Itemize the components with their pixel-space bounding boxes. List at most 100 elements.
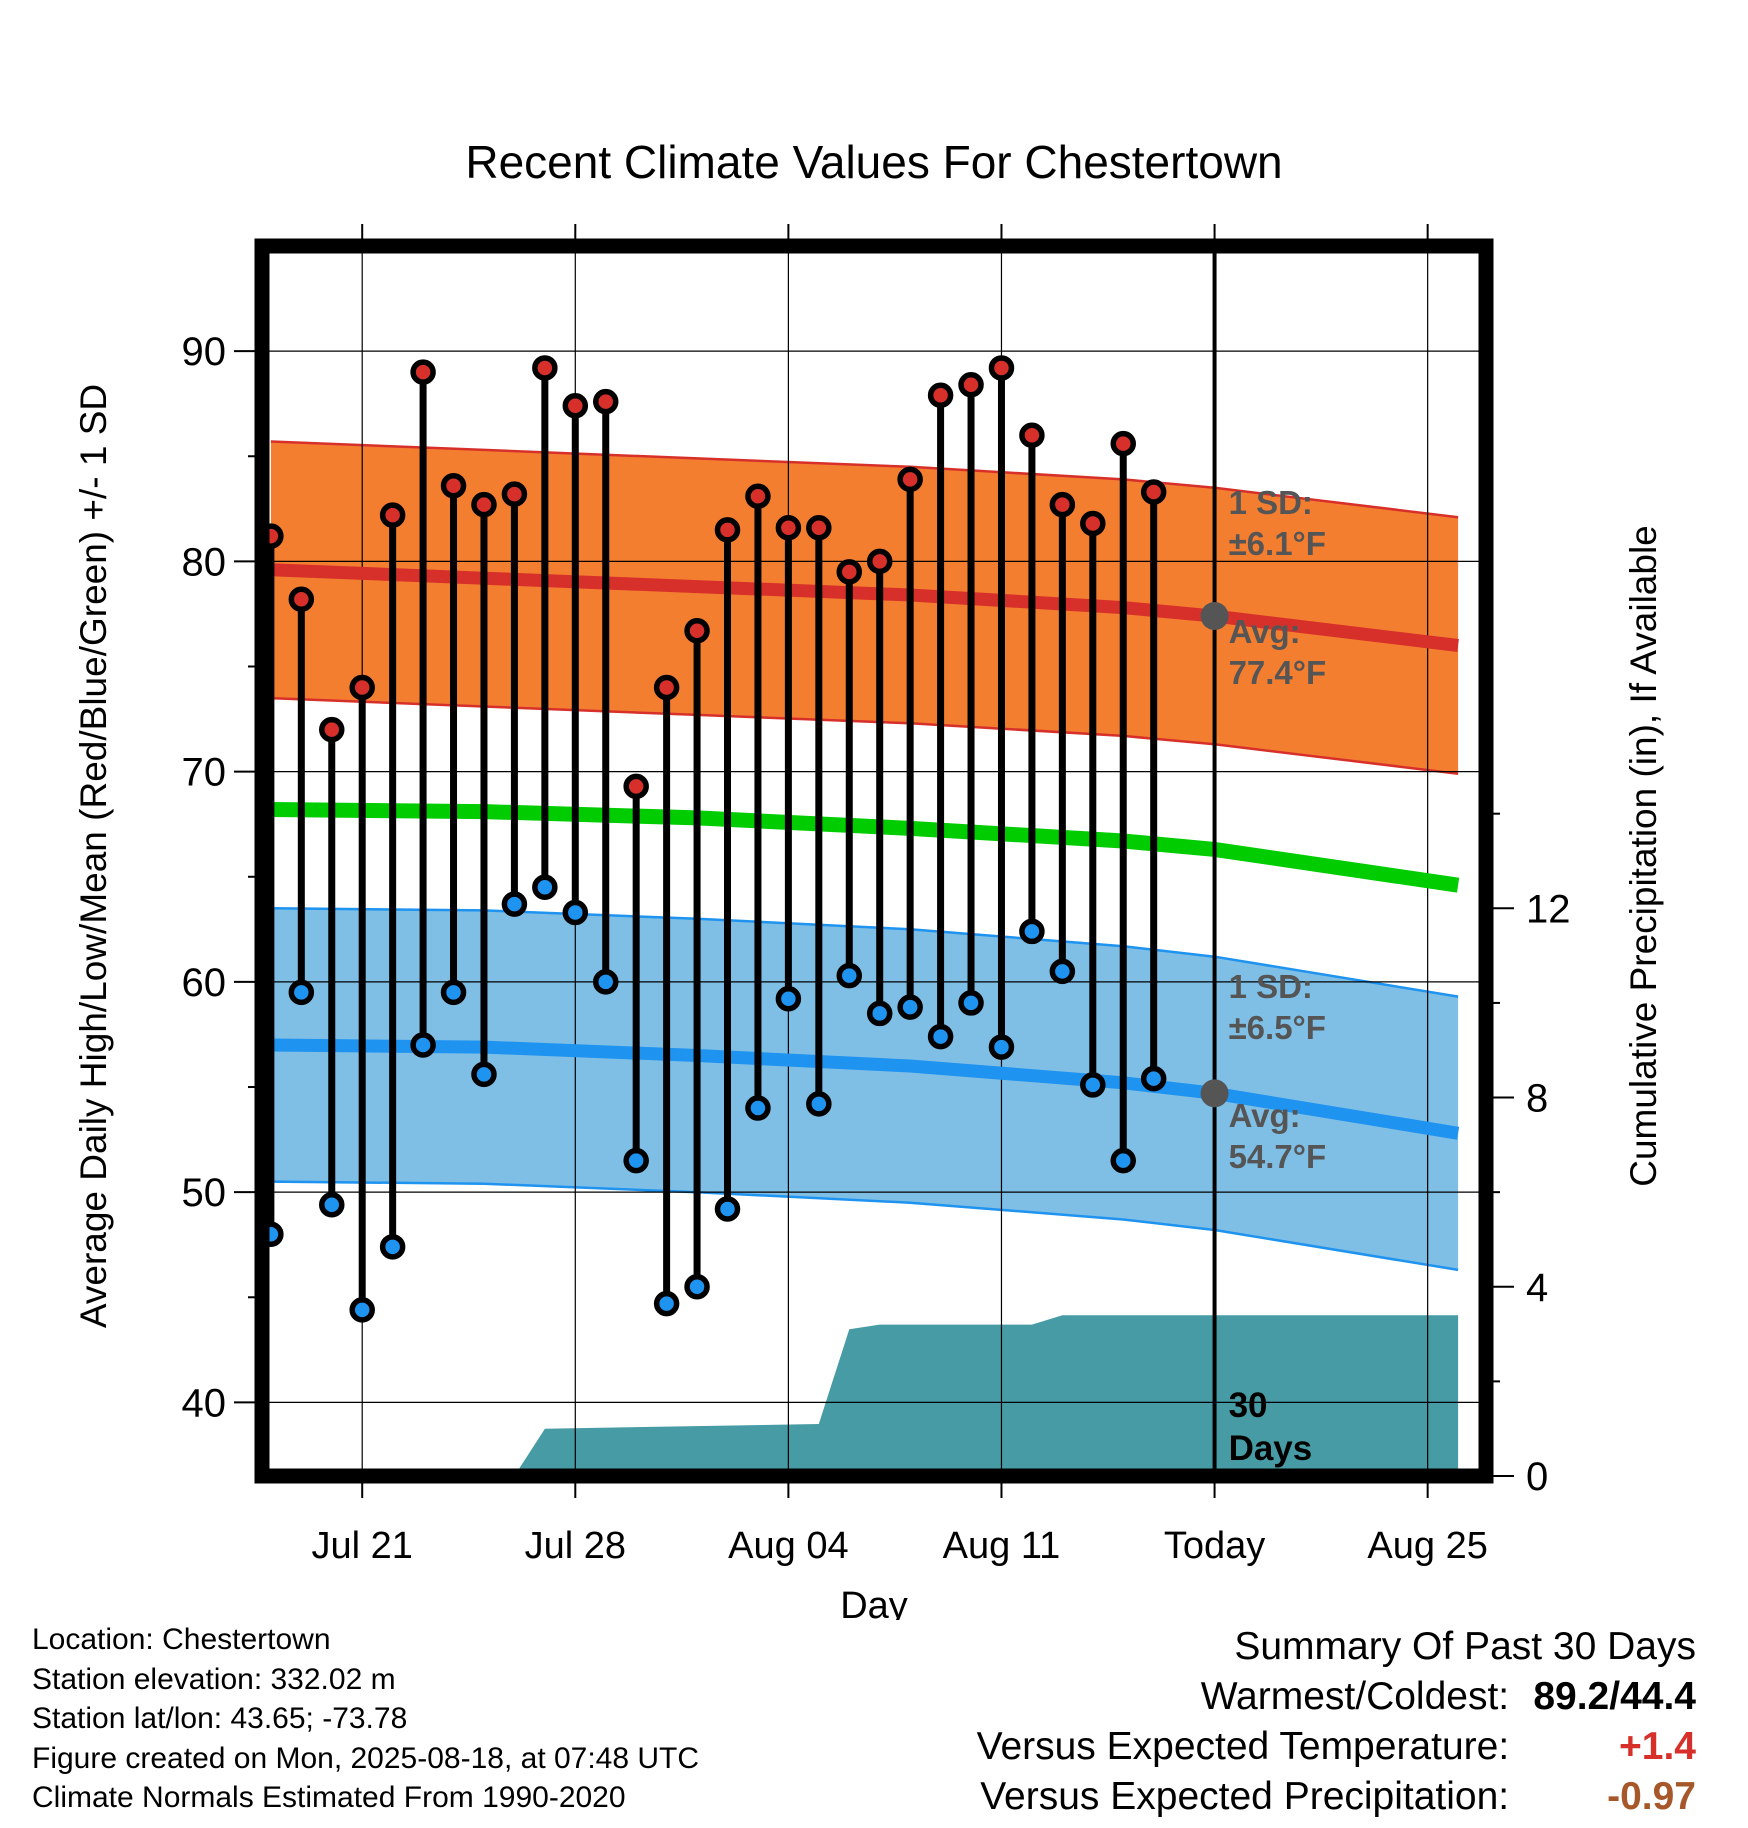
daily-high-point <box>1049 491 1076 518</box>
created-text: Figure created on Mon, 2025-08-18, at 07… <box>32 1741 700 1775</box>
daily-low-point <box>775 985 802 1012</box>
daily-high-point <box>927 382 954 409</box>
elevation-text: Station elevation: 332.02 m <box>32 1662 396 1696</box>
daily-high-point <box>866 548 893 575</box>
daily-low-point <box>653 1290 680 1317</box>
y2-tick-label: 4 <box>1526 1266 1548 1310</box>
daily-high-point <box>1080 510 1106 537</box>
normals-text: Climate Normals Estimated From 1990-2020 <box>32 1781 626 1814</box>
days-count-number: 30 <box>1229 1386 1268 1425</box>
daily-high-point <box>836 559 863 585</box>
daily-high-point <box>684 618 710 644</box>
temp-departure-row: Versus Expected Temperature: +1.4 <box>977 1722 1696 1772</box>
summary-panel: Summary Of Past 30 Days Warmest/Coldest:… <box>977 1622 1696 1822</box>
plot-frame <box>254 238 1494 1484</box>
high-sd-value: ±6.1°F <box>1229 525 1326 562</box>
normal-low-sd-band <box>270 908 1459 1270</box>
daily-high-point <box>775 514 802 541</box>
latlon-text: Station lat/lon: 43.65; -73.78 <box>32 1702 408 1735</box>
daily-high-point <box>714 517 741 543</box>
location-text: Location: Chestertown <box>32 1623 331 1656</box>
y-tick-label: 50 <box>182 1171 227 1215</box>
high-sd-label: 1 SD: <box>1229 484 1313 521</box>
x-tick-label: Today <box>1164 1525 1265 1567</box>
daily-high-point <box>745 483 771 509</box>
y-axis-title: Average Daily High/Low/Mean (Red/Blue/Gr… <box>73 384 114 1328</box>
daily-low-point <box>501 891 528 917</box>
high-avg-value: 77.4°F <box>1229 654 1327 691</box>
daily-high-point <box>319 716 345 743</box>
low-avg-value: 54.7°F <box>1229 1138 1327 1175</box>
high-avg-label: Avg: <box>1229 613 1301 650</box>
low-sd-value: ±6.5°F <box>1229 1009 1326 1046</box>
daily-low-point <box>471 1061 497 1088</box>
daily-high-point <box>1140 479 1167 505</box>
temp-departure-value: +1.4 <box>1619 1725 1696 1768</box>
daily-high-point <box>1174 0 1194 10</box>
daily-low-point <box>1174 0 1194 10</box>
low-sd-label: 1 SD: <box>1229 968 1313 1005</box>
warmest-coldest-label: Warmest/Coldest: <box>1200 1675 1510 1718</box>
daily-low-point <box>532 874 558 901</box>
x-tick-label: Jul 28 <box>525 1525 626 1567</box>
y-tick-label: 70 <box>182 751 227 795</box>
summary-title: Summary Of Past 30 Days <box>1234 1625 1696 1668</box>
daily-low-point <box>714 1196 741 1222</box>
y-tick-label: 40 <box>182 1381 227 1425</box>
daily-low-point <box>684 1274 710 1300</box>
warmest-coldest-value: 89.2/44.4 <box>1533 1675 1696 1718</box>
daily-low-point <box>349 1297 375 1323</box>
daily-high-point <box>349 674 375 701</box>
daily-high-point <box>410 359 436 385</box>
daily-low-point <box>1140 1065 1167 1092</box>
daily-low-point <box>806 1091 832 1117</box>
daily-low-point <box>1110 1147 1136 1174</box>
chart-title: Recent Climate Values For Chestertown <box>465 136 1282 188</box>
precip-departure-row: Versus Expected Precipitation: -0.97 <box>977 1772 1696 1822</box>
y-tick-label: 80 <box>182 540 227 584</box>
x-tick-label: Jul 21 <box>311 1525 412 1567</box>
daily-high-point <box>1110 430 1136 457</box>
y2-axis-title: Cumulative Precipitation (in), If Availa… <box>1623 525 1664 1187</box>
daily-low-point <box>1049 958 1076 985</box>
daily-low-point <box>897 994 923 1020</box>
x-axis-title: Day <box>840 1585 908 1620</box>
daily-high-point <box>562 393 589 419</box>
daily-low-point <box>379 1234 406 1260</box>
daily-low-point <box>745 1095 771 1121</box>
daily-high-point <box>988 355 1015 381</box>
daily-high-point <box>592 388 619 415</box>
daily-low-point <box>623 1147 649 1174</box>
daily-low-point <box>288 979 315 1006</box>
normal-mean-line <box>270 802 1460 893</box>
x-tick-label: Aug 11 <box>943 1525 1061 1567</box>
y2-tick-label: 12 <box>1526 887 1571 931</box>
daily-high-point <box>1019 422 1045 448</box>
y-tick-label: 60 <box>182 961 227 1005</box>
daily-low-point <box>410 1032 436 1058</box>
daily-low-point <box>988 1034 1015 1060</box>
today-normal-low-marker <box>1200 1079 1229 1108</box>
today-normal-high-marker <box>1200 602 1229 631</box>
daily-low-point <box>866 1000 893 1027</box>
normal-high-sd-band <box>270 441 1459 774</box>
daily-high-point <box>501 481 528 507</box>
daily-high-point <box>653 674 680 701</box>
precip-departure-label: Versus Expected Precipitation: <box>980 1775 1510 1818</box>
daily-high-point <box>379 502 406 528</box>
y2-tick-label: 8 <box>1526 1077 1548 1121</box>
daily-low-point <box>440 979 467 1006</box>
daily-high-point <box>440 472 467 499</box>
plot-area: 1 SD: ±6.1°F Avg: 77.4°F 1 SD: ±6.5°F Avg: 54.7… <box>182 0 1571 1567</box>
days-count-word: Days <box>1229 1429 1313 1468</box>
y-tick-label: 90 <box>182 330 227 374</box>
daily-high-point <box>958 372 984 398</box>
warmest-coldest-row: Warmest/Coldest: 89.2/44.4 <box>977 1672 1696 1722</box>
daily-high-point <box>532 355 558 381</box>
x-tick-label: Aug 04 <box>728 1525 848 1567</box>
daily-high-point <box>471 491 497 518</box>
daily-low-point <box>958 990 984 1016</box>
daily-high-point <box>623 773 649 800</box>
station-info: Location: Chestertown Station elevation:… <box>32 1620 699 1818</box>
low-avg-label: Avg: <box>1229 1097 1301 1134</box>
